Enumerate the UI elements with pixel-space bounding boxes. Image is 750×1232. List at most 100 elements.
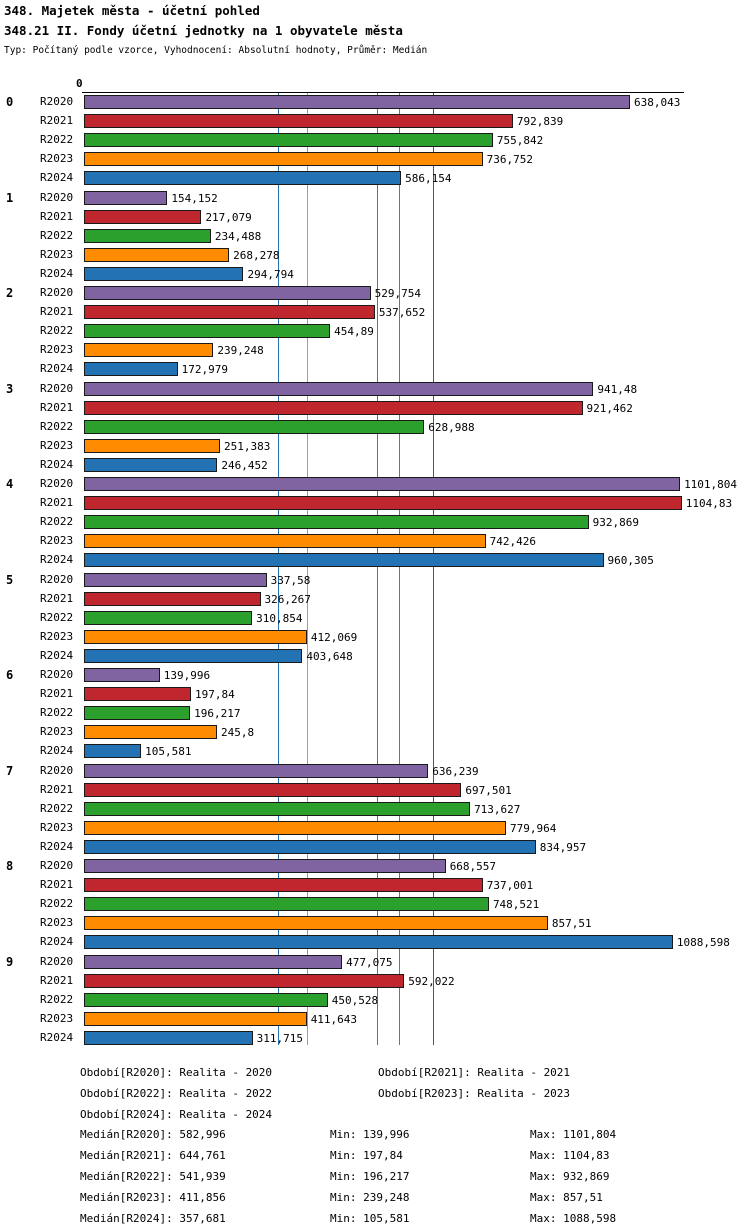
bar-value-label: 638,043	[634, 96, 681, 109]
stat-median: Medián[R2022]: 541,939	[80, 1170, 226, 1183]
bar-R2020-group-6	[84, 668, 160, 682]
series-label: R2024	[40, 648, 74, 662]
series-label: R2020	[40, 668, 74, 681]
bar-value-label: 411,643	[310, 1012, 358, 1026]
series-label: R2021	[40, 496, 74, 510]
series-label: R2020	[40, 859, 74, 872]
stat-median: Medián[R2020]: 582,996	[80, 1128, 226, 1141]
bar-value-label: 251,383	[223, 439, 271, 453]
bar-value-label: 1104,83	[685, 497, 733, 511]
series-label: R2022	[40, 992, 74, 1006]
bar-value-label: 737,001	[486, 879, 534, 893]
bar-R2023-group-5	[84, 629, 307, 644]
series-label: R2023	[40, 1011, 74, 1025]
stat-median: Medián[R2023]: 411,856	[80, 1191, 226, 1204]
bar-value-label: 932,869	[592, 516, 640, 530]
bar-value-label: 755,842	[496, 134, 544, 148]
group-label-3: 3	[6, 381, 14, 396]
bar-R2024-group-5	[84, 648, 303, 663]
bar-value-label: 586,154	[405, 172, 452, 186]
series-label: R2023	[40, 152, 74, 166]
stat-min: Min: 239,248	[330, 1191, 410, 1204]
bar-R2020-group-8	[84, 859, 446, 873]
bar-value-label: 217,079	[205, 210, 252, 224]
bar-value-label: 139,996	[163, 669, 211, 682]
bar-R2020-group-9	[84, 954, 343, 969]
bar-R2023-group-1	[84, 247, 230, 262]
series-label: R2023	[40, 534, 74, 548]
series-label: R2021	[40, 209, 74, 223]
series-label: R2020	[40, 763, 74, 777]
legend-item: Období[R2020]: Realita - 2020	[80, 1066, 273, 1079]
bar-R2024-group-3	[84, 457, 218, 472]
bar-value-label: 154,152	[171, 191, 218, 205]
bar-R2024-group-4	[84, 553, 604, 568]
bar-R2022-group-9	[84, 992, 328, 1007]
bar-R2022-group-1	[84, 228, 211, 243]
group-label-5: 5	[6, 572, 14, 587]
bar-value-label: 742,426	[489, 535, 536, 549]
series-label: R2022	[40, 133, 74, 147]
series-label: R2022	[40, 610, 74, 624]
bar-R2022-group-2	[84, 324, 331, 339]
group-label-2: 2	[6, 286, 14, 300]
series-label: R2020	[40, 95, 74, 108]
bar-R2022-group-6	[84, 706, 191, 721]
stat-min: Min: 197,84	[330, 1149, 403, 1162]
bar-R2023-group-4	[84, 534, 486, 549]
legend-item: Období[R2021]: Realita - 2021	[378, 1066, 571, 1079]
bar-R2023-group-7	[84, 820, 506, 835]
bar-value-label: 246,452	[221, 458, 268, 472]
group-label-9: 9	[6, 954, 14, 969]
bar-value-label: 403,648	[306, 649, 353, 663]
series-label: R2021	[40, 687, 74, 701]
bar-value-label: 197,84	[195, 688, 235, 702]
series-label: R2021	[40, 878, 74, 892]
series-label: R2022	[40, 706, 74, 720]
legend-item: Období[R2023]: Realita - 2023	[378, 1087, 571, 1100]
series-label: R2024	[40, 266, 74, 280]
series-label: R2020	[40, 954, 74, 968]
bar-value-label: 326,267	[264, 592, 311, 606]
bar-value-label: 1088,598	[676, 936, 730, 950]
stat-min: Min: 196,217	[330, 1170, 410, 1183]
bar-value-label: 668,557	[449, 860, 497, 873]
bar-value-label: 960,305	[607, 554, 654, 568]
bar-value-label: 529,754	[374, 287, 421, 300]
median-line-R2020	[399, 93, 401, 1045]
series-label: R2020	[40, 477, 74, 490]
bar-R2023-group-0	[84, 152, 483, 167]
stat-median: Medián[R2021]: 644,761	[80, 1149, 226, 1162]
bar-R2020-group-4	[84, 477, 681, 491]
group-label-7: 7	[6, 763, 14, 778]
series-label: R2024	[40, 171, 74, 185]
bar-R2024-group-1	[84, 266, 244, 281]
bar-R2024-group-2	[84, 362, 178, 377]
bar-value-label: 105,581	[145, 745, 192, 759]
bar-value-label: 857,51	[551, 917, 592, 931]
group-label-0: 0	[6, 95, 14, 109]
bar-R2022-group-5	[84, 610, 253, 625]
bar-value-label: 636,239	[432, 764, 479, 778]
page-title: 348. Majetek města - účetní pohled	[4, 3, 260, 18]
stat-median: Medián[R2024]: 357,681	[80, 1212, 226, 1225]
median-line-R2023	[306, 93, 308, 1045]
series-label: R2023	[40, 916, 74, 930]
bar-value-label: 234,488	[214, 229, 262, 243]
stat-max: Max: 932,869	[530, 1170, 610, 1183]
bar-value-label: 454,89	[334, 325, 374, 339]
stat-max: Max: 1088,598	[530, 1212, 617, 1225]
bar-R2023-group-8	[84, 916, 548, 931]
bar-value-label: 748,521	[492, 898, 540, 912]
bar-R2021-group-7	[84, 782, 462, 797]
series-label: R2021	[40, 782, 74, 796]
bar-R2020-group-5	[84, 572, 267, 587]
bar-value-label: 592,022	[408, 974, 455, 988]
series-label: R2023	[40, 438, 74, 452]
series-label: R2024	[40, 553, 74, 567]
series-label: R2020	[40, 190, 74, 204]
series-label: R2021	[40, 400, 74, 414]
bar-value-label: 196,217	[194, 707, 241, 721]
series-label: R2021	[40, 305, 74, 319]
